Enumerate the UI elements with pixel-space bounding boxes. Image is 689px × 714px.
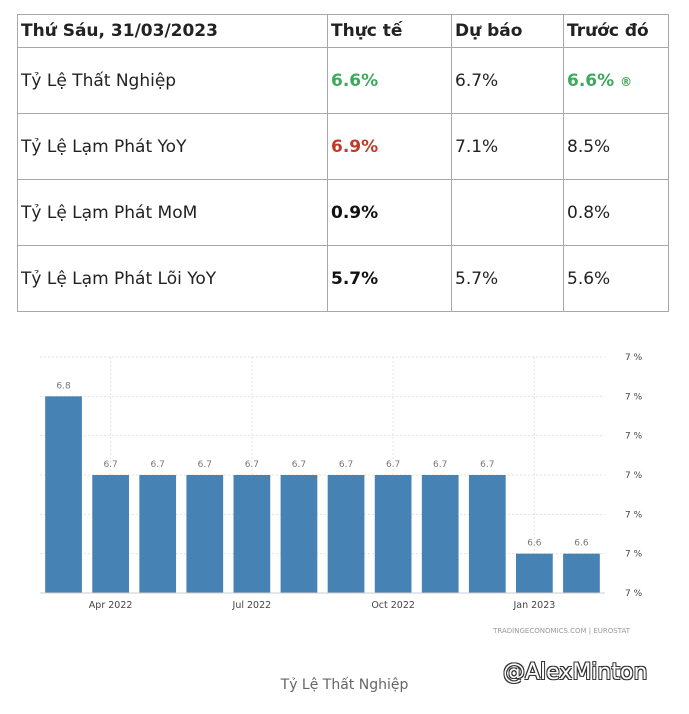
- header-date: Thứ Sáu, 31/03/2023: [17, 14, 328, 48]
- data-label: 6.7: [386, 460, 400, 470]
- data-label: 6.6: [527, 539, 542, 549]
- y-tick-label: 7 %: [625, 510, 643, 520]
- table-row: Tỷ Lệ Thất Nghiệp 6.6% 6.7% 6.6% ®: [17, 47, 669, 114]
- data-label: 6.7: [292, 460, 306, 470]
- table-header-row: Thứ Sáu, 31/03/2023 Thực tế Dự báo Trước…: [17, 14, 669, 48]
- data-label: 6.7: [339, 460, 353, 470]
- previous-value: 8.5%: [563, 113, 669, 180]
- indicator-name: Tỷ Lệ Lạm Phát YoY: [17, 113, 328, 180]
- bar: [45, 396, 82, 593]
- x-tick-label: Jan 2023: [512, 600, 555, 611]
- bar: [374, 475, 412, 593]
- bar: [327, 475, 365, 593]
- indicator-name: Tỷ Lệ Lạm Phát Lõi YoY: [17, 245, 328, 312]
- x-tick-label: Apr 2022: [89, 600, 133, 611]
- revised-mark-icon: ®: [620, 74, 633, 89]
- header-forecast: Dự báo: [451, 14, 564, 48]
- table-row: Tỷ Lệ Lạm Phát YoY 6.9% 7.1% 8.5%: [17, 113, 669, 180]
- data-label: 6.8: [56, 381, 71, 391]
- forecast-value: 6.7%: [451, 47, 564, 114]
- chart-caption: Tỷ Lệ Thất Nghiệp: [280, 677, 409, 693]
- bar: [186, 475, 224, 593]
- source-note: TRADINGECONOMICS.COM | EUROSTAT: [492, 627, 631, 635]
- bar: [563, 553, 600, 593]
- data-label: 6.7: [103, 460, 117, 470]
- forecast-value: 7.1%: [451, 113, 564, 180]
- data-label: 6.7: [245, 460, 259, 470]
- table-row: Tỷ Lệ Lạm Phát Lõi YoY 5.7% 5.7% 5.6%: [17, 245, 669, 312]
- header-previous: Trước đó: [563, 14, 669, 48]
- actual-value: 6.9%: [327, 113, 452, 180]
- x-tick-label: Jul 2022: [232, 600, 272, 611]
- watermark: @AlexMinton: [503, 660, 648, 685]
- indicator-name: Tỷ Lệ Thất Nghiệp: [17, 47, 328, 114]
- data-label: 6.7: [151, 460, 165, 470]
- data-label: 6.7: [480, 460, 494, 470]
- bar: [516, 553, 553, 593]
- previous-value: 0.8%: [563, 179, 669, 246]
- previous-cell: 6.6% ®: [563, 47, 669, 114]
- indicator-name: Tỷ Lệ Lạm Phát MoM: [17, 179, 328, 246]
- bar: [421, 475, 459, 593]
- forecast-value: [451, 179, 564, 246]
- bar: [468, 475, 506, 593]
- actual-value: 0.9%: [327, 179, 452, 246]
- y-tick-label: 7 %: [625, 392, 643, 402]
- x-tick-label: Oct 2022: [371, 600, 415, 611]
- bar: [233, 475, 271, 593]
- bar: [139, 475, 177, 593]
- forecast-value: 5.7%: [451, 245, 564, 312]
- y-tick-label: 7 %: [625, 471, 643, 481]
- actual-value: 6.6%: [327, 47, 452, 114]
- bar: [92, 475, 129, 593]
- y-tick-label: 7 %: [625, 353, 643, 363]
- data-label: 6.6: [574, 539, 589, 549]
- y-tick-label: 7 %: [625, 550, 643, 560]
- actual-value: 5.7%: [327, 245, 452, 312]
- unemployment-bar-chart: 7 % 7 % 7 % 7 % 7 % 7 % 7 % 6.8 6.7 6.7 6.7 6.7 6.7 6…: [40, 353, 643, 635]
- data-label: 6.7: [198, 460, 212, 470]
- data-label: 6.7: [433, 460, 447, 470]
- previous-value: 6.6%: [567, 70, 615, 91]
- y-tick-label: 7 %: [625, 432, 643, 442]
- table-row: Tỷ Lệ Lạm Phát MoM 0.9% 0.8%: [17, 179, 669, 246]
- y-tick-label: 7 %: [625, 589, 643, 599]
- previous-value: 5.6%: [563, 245, 669, 312]
- header-actual: Thực tế: [327, 14, 452, 48]
- bar: [280, 475, 318, 593]
- economic-indicators-table: Thứ Sáu, 31/03/2023 Thực tế Dự báo Trước…: [17, 14, 669, 312]
